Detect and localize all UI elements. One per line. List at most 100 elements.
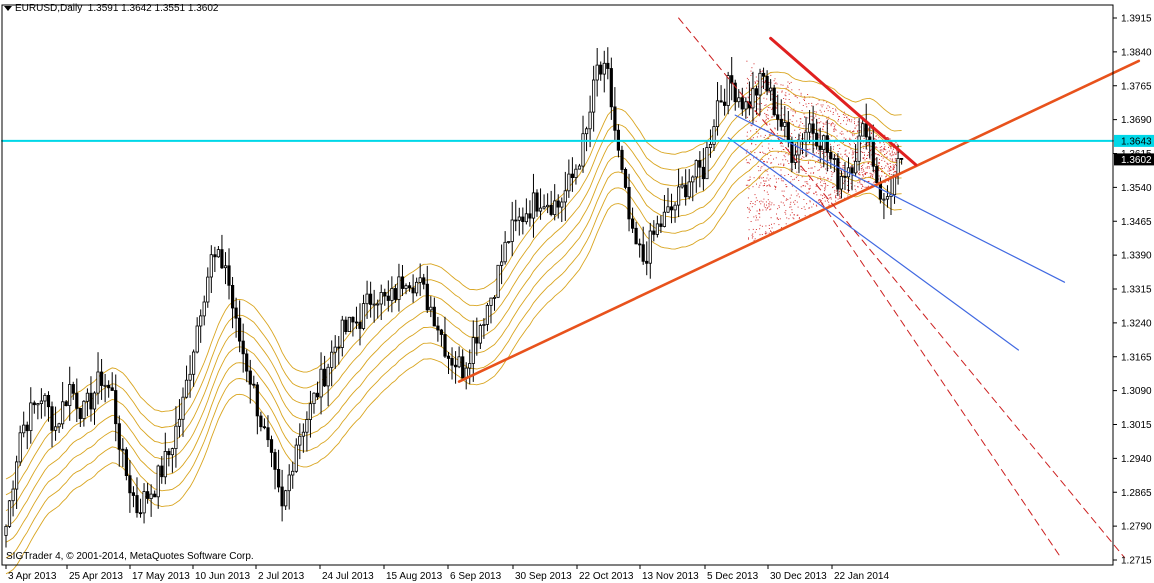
y-tick-label: 1.3390 [1121, 251, 1152, 262]
candle-body [351, 316, 355, 323]
scatter-dot [761, 225, 763, 227]
scatter-dot [890, 148, 892, 150]
candle-body [669, 206, 674, 211]
symbol-info[interactable]: EURUSD,Daily 1.3591 1.3642 1.3551 1.3602 [4, 3, 218, 14]
scatter-dot [798, 89, 800, 91]
scatter-dot [878, 162, 880, 163]
scatter-dot [865, 172, 867, 173]
scatter-dot [761, 166, 763, 168]
scatter-dot [881, 166, 883, 168]
candle-body [167, 450, 171, 456]
scatter-dot [879, 158, 880, 160]
scatter-dot [765, 209, 767, 211]
scatter-dot [790, 194, 792, 196]
scatter-dot [845, 155, 847, 157]
candle-body [61, 401, 65, 425]
dropdown-triangle-icon[interactable] [4, 5, 12, 11]
scatter-dot [791, 121, 793, 123]
scatter-dot [751, 142, 753, 144]
scatter-dot [894, 153, 896, 155]
candle-body [156, 465, 160, 498]
scatter-dot [849, 139, 851, 141]
scatter-dot [760, 167, 762, 169]
scatter-dot [787, 174, 789, 175]
candle-body [432, 306, 436, 327]
candle-body [177, 418, 182, 427]
candle-body [160, 465, 164, 478]
scatter-dot [808, 207, 810, 209]
scatter-dot [754, 152, 756, 154]
scatter-dot [767, 138, 769, 140]
moving-average-line [5, 166, 902, 575]
scatter-dot [786, 217, 788, 219]
y-tick-label: 1.3165 [1121, 352, 1152, 363]
scatter-dot [797, 206, 799, 208]
scatter-dot [866, 186, 868, 188]
scatter-dot [788, 218, 790, 220]
candle-body [489, 297, 493, 306]
scatter-dot [867, 130, 869, 132]
x-tick-label: 6 Sep 2013 [450, 571, 502, 582]
scatter-dot [757, 86, 759, 88]
scatter-dot [824, 156, 826, 158]
candle-body [436, 325, 440, 331]
scatter-dot [822, 202, 824, 204]
y-tick-label: 1.3090 [1121, 386, 1152, 397]
scatter-dot [889, 153, 891, 155]
scatter-dot [828, 204, 830, 206]
scatter-dot [778, 178, 780, 180]
scatter-dot [780, 178, 782, 180]
scatter-dot [766, 153, 768, 155]
candle-body [422, 277, 426, 285]
scatter-dot [877, 162, 879, 164]
scatter-dot [787, 108, 789, 110]
scatter-dot [795, 177, 797, 179]
scatter-dot [793, 214, 795, 216]
scatter-dot [827, 118, 829, 120]
scatter-dot [750, 138, 752, 140]
scatter-dot [810, 167, 812, 169]
scatter-dot [838, 191, 840, 193]
y-tick-label: 1.3765 [1121, 81, 1152, 92]
scatter-dot [891, 159, 893, 161]
scatter-dot [865, 167, 867, 169]
candle-body [762, 72, 766, 77]
candle-body [521, 216, 525, 222]
scatter-dot [863, 157, 865, 159]
scatter-dot [878, 154, 880, 156]
scatter-dot [835, 194, 837, 196]
scatter-dot [883, 148, 885, 150]
scatter-dot [767, 114, 769, 116]
candle-body [170, 448, 174, 456]
scatter-dot [751, 234, 753, 236]
candle-body [528, 213, 532, 219]
scatter-dot [832, 123, 834, 125]
scatter-dot [767, 174, 769, 176]
candle-body [372, 303, 376, 306]
scatter-dot [785, 98, 787, 100]
scatter-dot [841, 156, 843, 158]
scatter-dot [835, 129, 837, 131]
scatter-dot [808, 189, 810, 190]
scatter-dot [775, 102, 777, 104]
scatter-dot [822, 114, 824, 116]
scatter-dot [766, 232, 768, 234]
channel-lower [727, 137, 1020, 351]
scatter-dot [756, 183, 757, 185]
candle-body [234, 307, 238, 319]
scatter-dot [895, 171, 897, 173]
scatter-dot [786, 186, 788, 188]
scatter-dot [880, 155, 882, 157]
x-tick-label: 10 Jun 2013 [195, 571, 250, 582]
scatter-dot [843, 137, 845, 139]
scatter-dot [789, 168, 791, 170]
candle-body [333, 346, 337, 353]
scatter-dot [872, 176, 873, 178]
scatter-dot [785, 184, 787, 185]
scatter-dot [776, 107, 777, 109]
scatter-dot [895, 153, 897, 155]
scatter-dot [781, 91, 783, 93]
scatter-dot [792, 115, 794, 117]
